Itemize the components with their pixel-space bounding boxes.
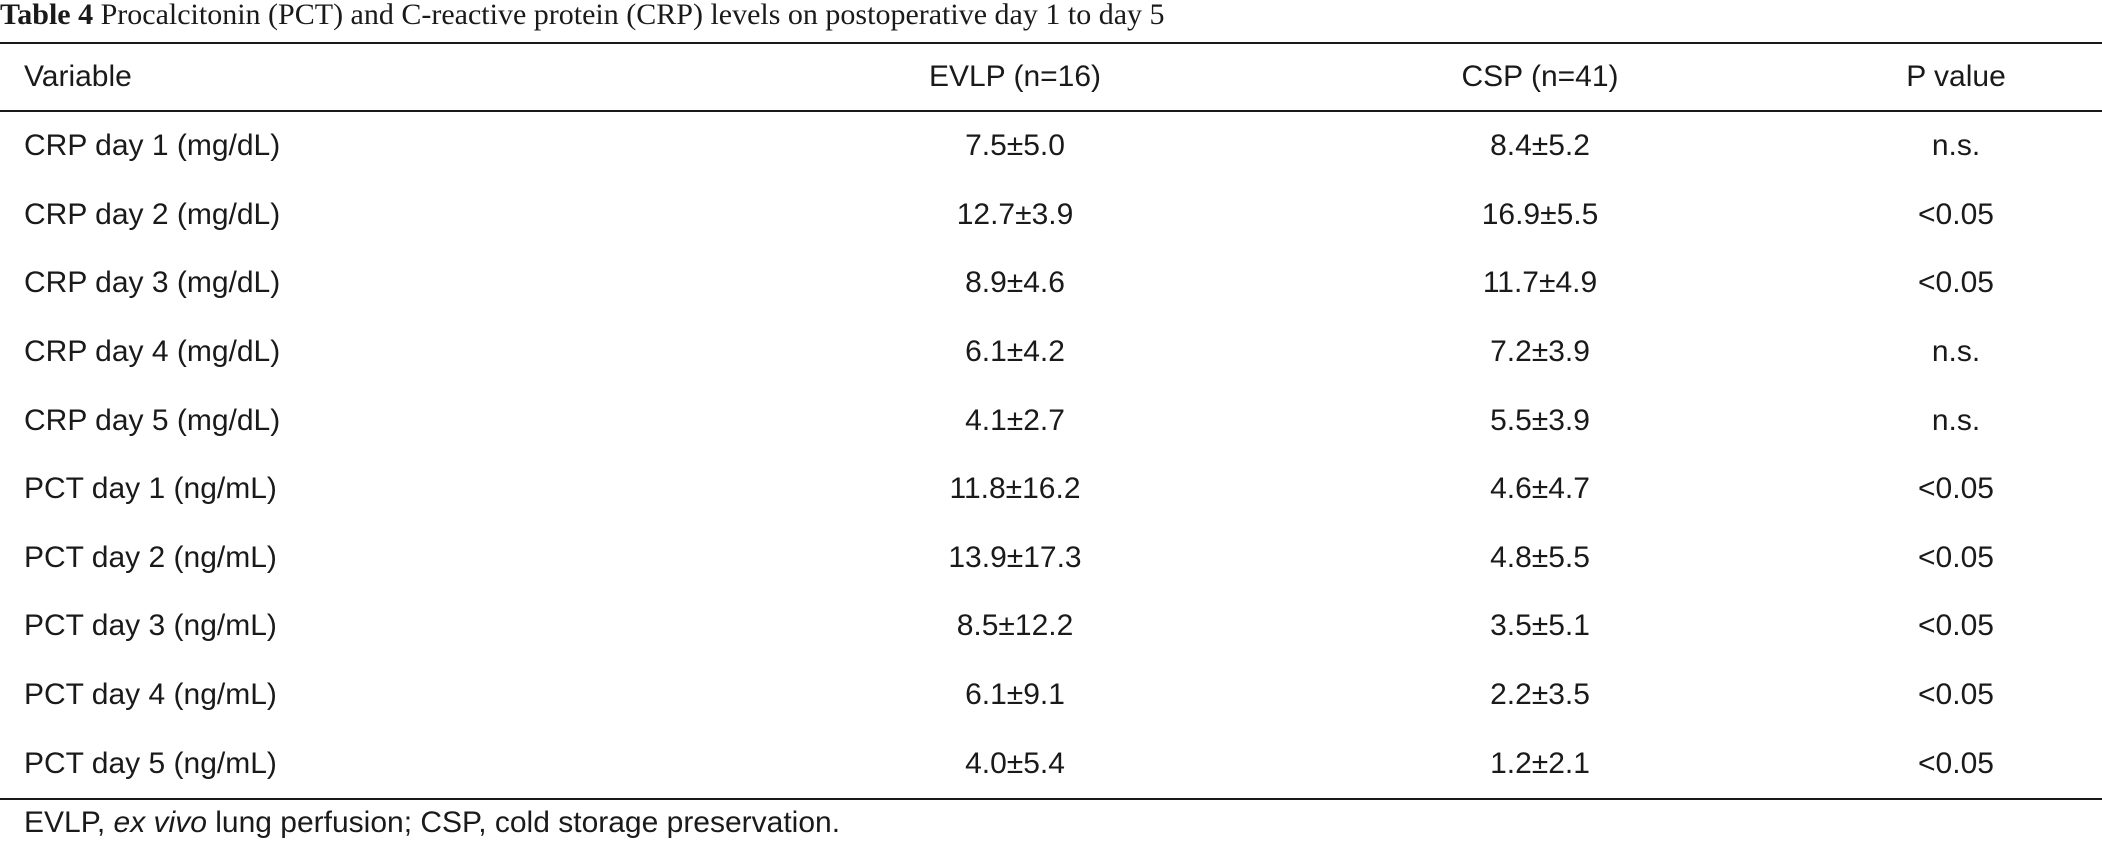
cell-csp: 8.4±5.2 [1490,129,1590,163]
table-title: Procalcitonin (PCT) and C-reactive prote… [100,0,1165,31]
cell-evlp: 4.0±5.4 [965,746,1065,780]
cell-evlp: 11.8±16.2 [949,472,1081,506]
cell-evlp: 7.5±5.0 [965,129,1065,163]
cell-variable: PCT day 1 (ng/mL) [24,472,277,506]
table-row: PCT day 1 (ng/mL) 11.8±16.2 4.6±4.7 <0.0… [0,455,2102,524]
cell-csp: 5.5±3.9 [1490,403,1590,437]
table-row: PCT day 2 (ng/mL) 13.9±17.3 4.8±5.5 <0.0… [0,524,2102,593]
cell-p-value: <0.05 [1918,472,1994,506]
cell-variable: CRP day 2 (mg/dL) [24,197,281,231]
table-row: PCT day 5 (ng/mL) 4.0±5.4 1.2±2.1 <0.05 [0,729,2102,799]
table-row: CRP day 1 (mg/dL) 7.5±5.0 8.4±5.2 n.s. [0,111,2102,181]
cell-csp: 11.7±4.9 [1482,266,1598,300]
table-footnote: EVLP, ex vivo lung perfusion; CSP, cold … [0,806,840,840]
cell-variable: CRP day 3 (mg/dL) [24,266,281,300]
table-row: CRP day 5 (mg/dL) 4.1±2.7 5.5±3.9 n.s. [0,386,2102,455]
column-header-csp: CSP (n=41) [1461,60,1619,93]
cell-variable: PCT day 3 (ng/mL) [24,609,277,643]
cell-p-value: <0.05 [1918,609,1994,643]
cell-p-value: <0.05 [1918,678,1994,712]
cell-p-value: <0.05 [1918,266,1994,300]
cell-evlp: 8.9±4.6 [965,266,1065,300]
cell-evlp: 4.1±2.7 [965,403,1065,437]
cell-csp: 3.5±5.1 [1490,609,1590,643]
table-number: Table 4 [0,0,94,31]
cell-p-value: n.s. [1931,129,1981,163]
data-table-container: Variable EVLP (n=16) CSP (n=41) P value … [0,42,2102,800]
cell-csp: 16.9±5.5 [1481,197,1599,231]
cell-csp: 7.2±3.9 [1490,335,1590,369]
cell-variable: CRP day 1 (mg/dL) [24,129,281,163]
table-header-row: Variable EVLP (n=16) CSP (n=41) P value [0,43,2102,111]
table-body: CRP day 1 (mg/dL) 7.5±5.0 8.4±5.2 n.s. C… [0,111,2102,799]
cell-variable: CRP day 4 (mg/dL) [24,335,281,369]
footnote-italic-term: ex vivo [113,806,207,839]
cell-evlp: 8.5±12.2 [956,609,1074,643]
table-row: CRP day 3 (mg/dL) 8.9±4.6 11.7±4.9 <0.05 [0,249,2102,318]
cell-evlp: 12.7±3.9 [956,197,1074,231]
column-header-evlp: EVLP (n=16) [928,60,1102,93]
table-row: CRP day 2 (mg/dL) 12.7±3.9 16.9±5.5 <0.0… [0,181,2102,250]
column-header-p-value: P value [1906,60,2006,93]
cell-p-value: <0.05 [1918,540,1994,574]
table-caption: Table 4 Procalcitonin (PCT) and C-reacti… [0,0,1165,40]
cell-csp: 2.2±3.5 [1490,678,1590,712]
cell-variable: PCT day 5 (ng/mL) [24,746,277,780]
cell-csp: 4.8±5.5 [1490,540,1590,574]
cell-csp: 4.6±4.7 [1490,472,1590,506]
table-row: PCT day 3 (ng/mL) 8.5±12.2 3.5±5.1 <0.05 [0,592,2102,661]
cell-csp: 1.2±2.1 [1490,746,1590,780]
cell-evlp: 6.1±4.2 [965,335,1065,369]
footnote-text-start: EVLP, [24,806,114,839]
cell-variable: PCT day 4 (ng/mL) [24,678,277,712]
data-table: Variable EVLP (n=16) CSP (n=41) P value … [0,42,2102,800]
table-row: PCT day 4 (ng/mL) 6.1±9.1 2.2±3.5 <0.05 [0,661,2102,730]
cell-p-value: n.s. [1931,335,1981,369]
cell-variable: PCT day 2 (ng/mL) [24,540,277,574]
cell-evlp: 6.1±9.1 [965,678,1065,712]
cell-p-value: n.s. [1931,403,1981,437]
cell-p-value: <0.05 [1918,746,1994,780]
footnote-text-end: lung perfusion; CSP, cold storage preser… [206,806,841,839]
cell-p-value: <0.05 [1918,197,1994,231]
cell-variable: CRP day 5 (mg/dL) [24,403,281,437]
cell-evlp: 13.9±17.3 [948,540,1082,574]
column-header-variable: Variable [24,60,132,93]
table-row: CRP day 4 (mg/dL) 6.1±4.2 7.2±3.9 n.s. [0,318,2102,387]
